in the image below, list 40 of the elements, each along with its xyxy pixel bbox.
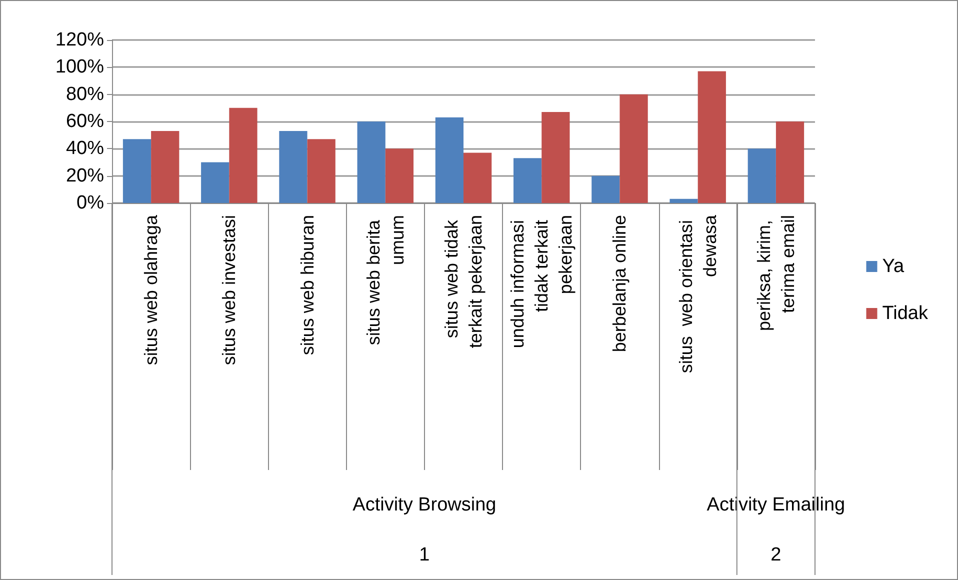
y-tick-label: 100% — [55, 56, 104, 78]
text: 2 — [770, 544, 782, 566]
x-tick-label: unduh informasi tidak terkait pekerjaan — [508, 215, 576, 348]
x-tick-label: situs web berita umum — [363, 215, 408, 346]
legend-label: Tidak — [882, 303, 928, 324]
bar — [592, 176, 620, 203]
bar — [151, 131, 180, 203]
bar — [776, 122, 804, 203]
bar — [464, 152, 492, 203]
x-tick-label: berbelanja online — [610, 215, 630, 352]
bar — [122, 139, 152, 203]
text: 1 — [419, 544, 430, 566]
y-tick-label: 0% — [76, 192, 104, 214]
x-tick-label: situs web investasi — [219, 215, 240, 366]
y-tick-label: 120% — [55, 30, 104, 50]
y-tick-label: 80% — [66, 84, 104, 105]
bar — [620, 94, 648, 203]
y-tick-label: 60% — [66, 111, 104, 132]
x-tick-label: situs web hiburan — [297, 215, 318, 356]
y-tick-label: 40% — [66, 138, 104, 160]
y-tick-label: 20% — [66, 165, 104, 186]
bar — [748, 148, 776, 203]
bar — [670, 198, 698, 203]
x-tick-label: situs web olahraga — [141, 214, 162, 366]
x-tick-label: situs web orientasi dewasa — [676, 214, 720, 374]
bar — [279, 131, 308, 203]
bar — [435, 117, 464, 203]
bar — [698, 71, 726, 203]
bar — [513, 158, 542, 203]
bar — [542, 112, 570, 203]
bar — [201, 162, 230, 203]
legend-label: Ya — [882, 256, 905, 277]
x-tick-label: situs web tidak terkait pekerjaan — [442, 215, 486, 348]
text: Activity Emailing — [706, 494, 846, 516]
x-tick-label: periksa, kirim, terima email — [754, 215, 798, 332]
bar — [385, 148, 414, 203]
bar — [307, 139, 336, 203]
bar — [357, 122, 386, 203]
text: Activity Browsing — [352, 494, 496, 516]
bar — [229, 108, 258, 203]
